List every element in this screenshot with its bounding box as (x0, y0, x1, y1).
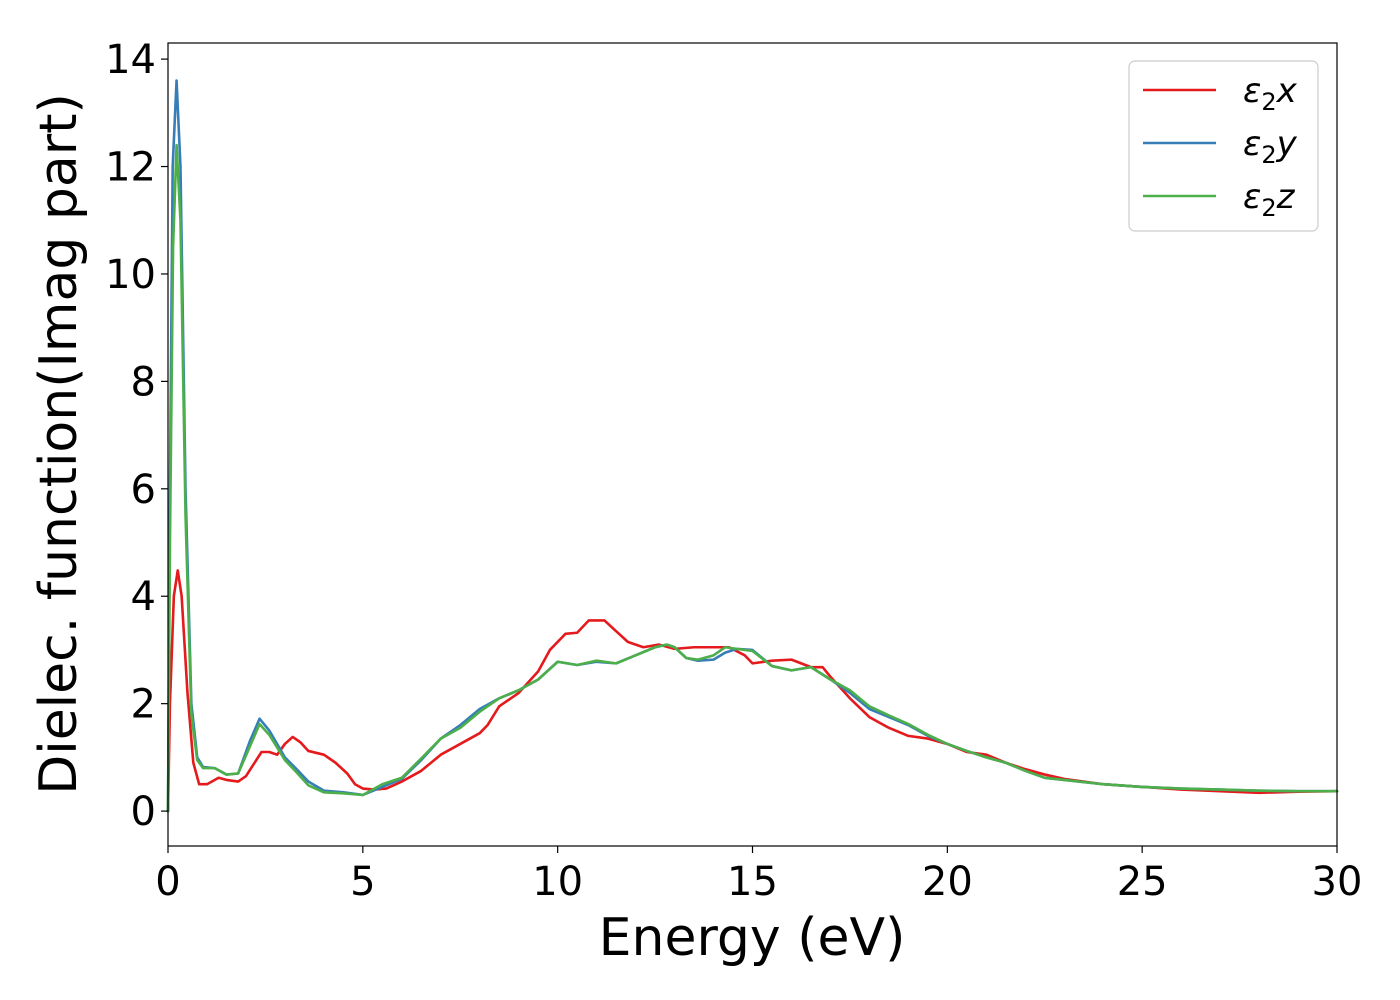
legend-label-x: ε2x (1243, 71, 1298, 116)
x-tick-label: 20 (922, 859, 973, 905)
x-tick-label: 0 (155, 859, 180, 905)
y-axis-ticks: 0 2 4 6 8 10 12 14 (105, 37, 168, 835)
x-tick-label: 5 (350, 859, 375, 905)
y-tick-label: 2 (131, 682, 156, 728)
legend-frame (1128, 60, 1319, 232)
series-line-z (166, 143, 1339, 813)
y-tick-label: 14 (105, 37, 156, 83)
x-axis-ticks: 0 5 10 15 20 25 30 (155, 846, 1362, 905)
y-tick-label: 8 (131, 359, 156, 405)
legend-label-z: ε2z (1243, 177, 1296, 222)
x-tick-label: 30 (1312, 859, 1363, 905)
y-tick-label: 6 (131, 467, 156, 513)
x-tick-label: 10 (532, 859, 583, 905)
y-tick-label: 0 (131, 789, 156, 835)
x-axis-label: Energy (eV) (599, 908, 906, 968)
y-tick-label: 4 (131, 574, 156, 620)
x-tick-label: 25 (1117, 859, 1168, 905)
x-tick-label: 15 (727, 859, 778, 905)
y-tick-label: 10 (105, 252, 156, 298)
y-axis-label: Dielec. function(Imag part) (29, 93, 89, 795)
legend: ε2x ε2y ε2z (1128, 60, 1319, 232)
legend-label-y: ε2y (1243, 124, 1298, 169)
legend-items: ε2x ε2y ε2z (1143, 71, 1298, 222)
y-tick-label: 12 (105, 145, 156, 191)
series-layer (166, 79, 1339, 813)
